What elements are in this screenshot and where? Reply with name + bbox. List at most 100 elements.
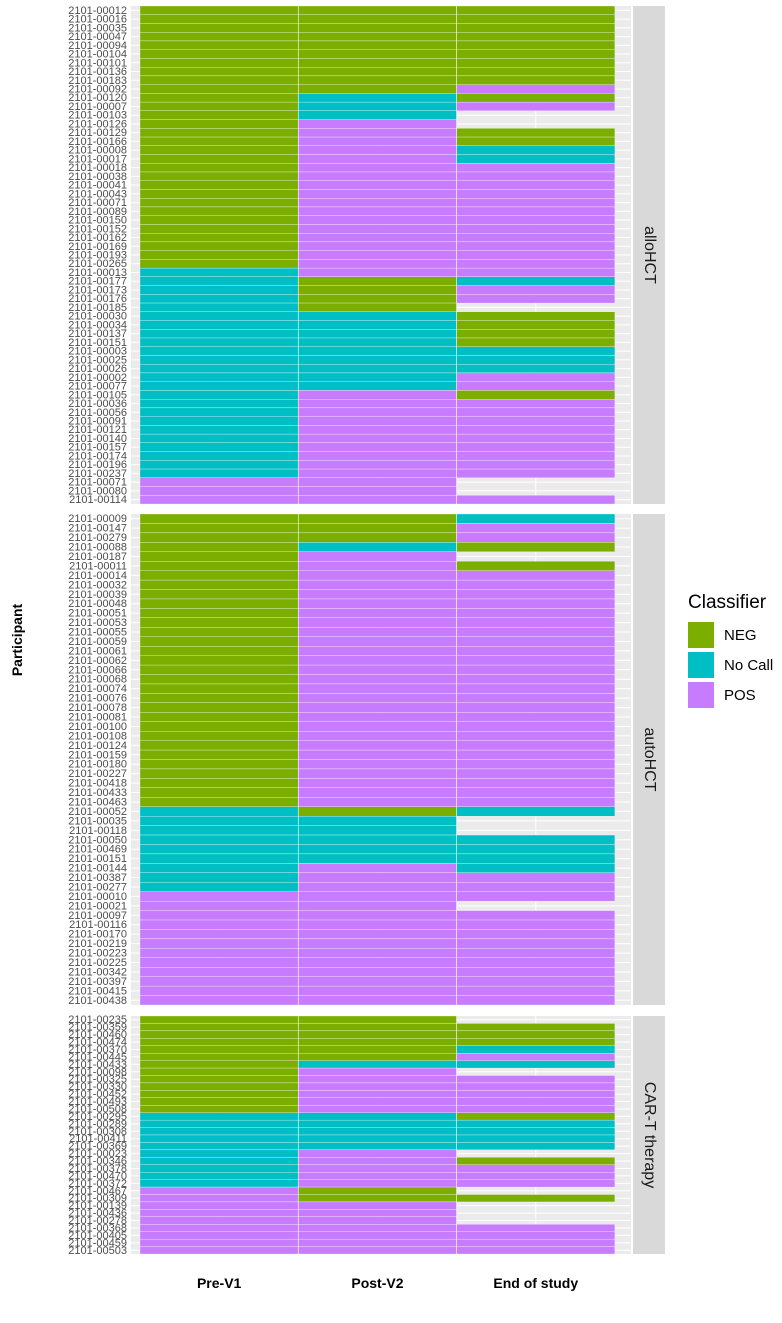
participant-label: 2101-00053 (68, 617, 127, 629)
heatmap-cell (298, 198, 457, 208)
heatmap-cell (456, 844, 616, 855)
heatmap-cell (298, 346, 457, 356)
heatmap-cell (298, 1164, 457, 1173)
heatmap-cell (298, 664, 457, 675)
heatmap-cell (298, 1172, 457, 1180)
heatmap-cell (456, 674, 616, 685)
heatmap-cell (456, 910, 616, 921)
participant-label: 2101-00097 (68, 910, 127, 922)
heatmap-cell (298, 468, 457, 478)
heatmap-cell (456, 664, 616, 675)
participant-label: 2101-00237 (68, 468, 127, 480)
heatmap-cell (139, 513, 299, 524)
heatmap-cell (298, 1045, 457, 1054)
participant-label: 2101-00227 (68, 768, 127, 780)
participant-label: 2101-00074 (68, 683, 127, 695)
participant-label: 2101-00346 (68, 1156, 127, 1168)
heatmap-cell (139, 1053, 299, 1061)
heatmap-cell (298, 1246, 457, 1255)
heatmap-cell (139, 128, 299, 138)
participant-label: 2101-00170 (68, 929, 127, 941)
heatmap-cell (139, 674, 299, 685)
heatmap-cell (456, 75, 616, 85)
heatmap-cell (139, 721, 299, 732)
heatmap-cell (456, 241, 616, 251)
heatmap-cell (139, 985, 299, 996)
heatmap-cell (139, 101, 299, 111)
participant-label: 2101-00169 (68, 241, 127, 253)
heatmap-cell (139, 542, 299, 552)
heatmap-cell (139, 486, 299, 496)
heatmap-cell (139, 1224, 299, 1232)
participant-label: 2101-00101 (68, 57, 127, 69)
heatmap-cell (139, 664, 299, 675)
heatmap-cell (456, 985, 616, 996)
heatmap-cell (298, 180, 457, 190)
participant-label: 2101-00010 (68, 891, 127, 903)
facet-strip-label: CAR-T therapy (641, 1082, 658, 1188)
heatmap-cell (139, 145, 299, 155)
heatmap-cell (298, 189, 457, 199)
heatmap-cell (298, 985, 457, 996)
heatmap-cell (298, 75, 457, 85)
heatmap-cell (139, 570, 299, 581)
heatmap-cell (298, 834, 457, 845)
y-axis-title: Participant (9, 603, 25, 676)
participant-label: 2101-00289 (68, 1118, 127, 1130)
heatmap-cell (456, 863, 616, 873)
legend-swatch (688, 622, 714, 648)
heatmap-cell (456, 976, 616, 987)
heatmap-cell (298, 976, 457, 987)
heatmap-cell (298, 215, 457, 225)
heatmap-cell (456, 1090, 616, 1098)
heatmap-cell (456, 919, 616, 930)
participant-label: 2101-00018 (68, 162, 127, 174)
heatmap-cell (298, 416, 457, 426)
heatmap-cell (298, 320, 457, 330)
participant-label: 2101-00277 (68, 881, 127, 893)
heatmap-cell (298, 579, 457, 590)
heatmap-cell (139, 938, 299, 949)
heatmap-cell (298, 1060, 457, 1069)
participant-label: 2101-00026 (68, 363, 127, 375)
participant-label: 2101-00008 (68, 145, 127, 157)
heatmap-cell (298, 797, 457, 807)
heatmap-cell (139, 468, 299, 478)
heatmap-cell (298, 532, 457, 543)
participant-label: 2101-00436 (68, 1208, 127, 1220)
participant-label: 2101-00187 (68, 551, 127, 563)
x-axis-labels: Pre-V1 Post-V2 End of study (197, 1275, 578, 1291)
participant-label: 2101-00003 (68, 346, 127, 358)
heatmap-cell (139, 1097, 299, 1106)
heatmap-cell (298, 513, 457, 524)
heatmap-cell (298, 381, 457, 391)
heatmap-cell (456, 84, 616, 94)
participant-label: 2101-00030 (68, 311, 127, 323)
heatmap-cell (298, 311, 457, 321)
heatmap-cell (456, 206, 616, 216)
participant-label: 2101-00196 (68, 459, 127, 471)
heatmap-cell (298, 407, 457, 417)
participant-label: 2101-00463 (68, 796, 127, 808)
heatmap-cell (298, 495, 457, 505)
legend-label: NEG (724, 627, 757, 644)
heatmap-cell (298, 523, 457, 534)
heatmap-cell (139, 224, 299, 234)
heatmap-cell (456, 364, 616, 374)
participant-label: 2101-00411 (69, 1133, 127, 1145)
heatmap-cell (298, 136, 457, 146)
heatmap-cell (456, 1142, 616, 1151)
participant-label: 2101-00183 (68, 75, 127, 87)
participant-label: 2101-00325 (68, 1074, 127, 1086)
heatmap-cell (139, 683, 299, 694)
heatmap-cell (139, 598, 299, 609)
heatmap-cell (456, 1238, 616, 1247)
heatmap-cell (298, 806, 457, 817)
participant-label: 2101-00225 (68, 957, 127, 969)
heatmap-cell (456, 1127, 616, 1136)
participant-label: 2101-00129 (68, 127, 127, 139)
heatmap-cell (456, 929, 616, 940)
heatmap-cell (139, 399, 299, 409)
participant-label: 2101-00080 (68, 485, 127, 497)
heatmap-cell (456, 957, 616, 968)
